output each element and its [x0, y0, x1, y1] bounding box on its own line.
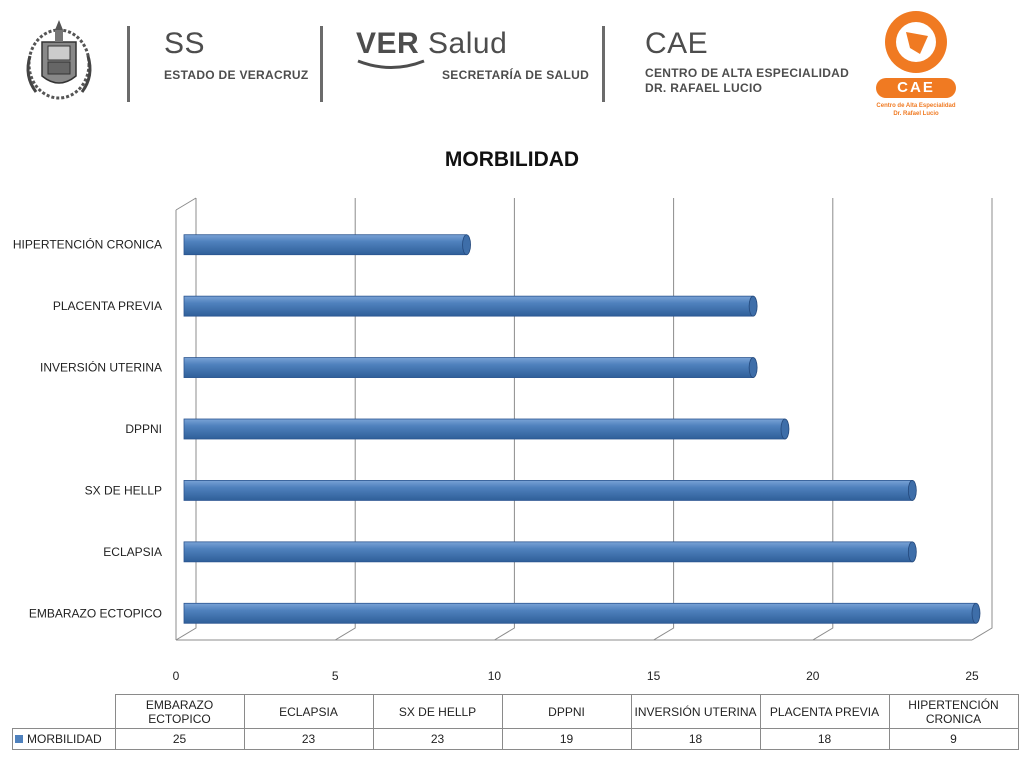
- ver-title: VER: [356, 27, 420, 60]
- bar: [183, 480, 917, 501]
- bar: [183, 418, 790, 440]
- cae-emblem: CAE Centro de Alta Especialidad Dr. Rafa…: [870, 8, 962, 123]
- ver-subtitle: SECRETARÍA DE SALUD: [442, 68, 590, 82]
- table-cell: 19: [501, 728, 632, 750]
- x-tick-label: 10: [488, 669, 502, 683]
- bar-chart: 0 5 10 15 20 25 EMBARAZO ECTOPICO ECLAPSIA SX D…: [13, 197, 993, 683]
- coat-of-arms-seal-icon: [26, 20, 92, 100]
- ver-salud-logo: VER Salud SECRETARÍA DE SALUD: [356, 27, 589, 83]
- category-label: EMBARAZO ECTOPICO: [29, 606, 162, 620]
- category-label: INVERSIÓN UTERINA: [40, 360, 162, 375]
- table-cell: 18: [630, 728, 761, 750]
- category-label: HIPERTENCIÓN CRONICA: [13, 237, 162, 252]
- bar: [183, 357, 758, 378]
- category-label: PLACENTA PREVIA: [53, 299, 162, 313]
- header-divider: [602, 26, 605, 102]
- header-divider: [320, 26, 323, 102]
- cae-subtitle-1: CENTRO DE ALTA ESPECIALIDAD: [645, 66, 850, 80]
- table-header: SX DE HELLP: [372, 694, 503, 729]
- axis-wall: [175, 197, 197, 640]
- category-label: ECLAPSIA: [103, 545, 162, 559]
- table-header: PLACENTA PREVIA: [759, 694, 890, 729]
- smile-swoosh-icon: [357, 59, 425, 69]
- gridline: [334, 198, 356, 641]
- x-tick-label: 25: [965, 669, 979, 683]
- ss-subtitle: ESTADO DE VERACRUZ: [164, 68, 309, 82]
- table-header: DPPNI: [501, 694, 632, 729]
- cae-emblem-icon: [885, 11, 947, 73]
- x-tick-label: 20: [806, 669, 820, 683]
- table-row: MORBILIDAD 25 23 23 19 18 18 9: [12, 728, 1019, 750]
- category-label: DPPNI: [125, 422, 162, 436]
- header: SS ESTADO DE VERACRUZ VER Salud SECRETAR…: [0, 0, 1024, 130]
- table-header: ECLAPSIA: [243, 694, 374, 729]
- bar: [183, 602, 981, 624]
- category-label: SX DE HELLP: [85, 483, 162, 497]
- gridline: [971, 198, 993, 641]
- cae-badge: CAE: [876, 78, 956, 98]
- gridline: [653, 198, 675, 641]
- bar: [183, 234, 471, 256]
- cae-logo-text: CAE CENTRO DE ALTA ESPECIALIDAD DR. RAFA…: [645, 28, 849, 96]
- cae-badge-line1: Centro de Alta Especialidad: [876, 103, 956, 109]
- cae-badge-line2: Dr. Rafael Lucio: [893, 111, 939, 117]
- data-table: EMBARAZO ECTOPICO ECLAPSIA SX DE HELLP D…: [12, 694, 1019, 750]
- ss-logo: SS ESTADO DE VERACRUZ: [164, 28, 309, 83]
- table-header: HIPERTENCIÓN CRONICA: [888, 694, 1019, 729]
- salud-title: Salud: [428, 27, 508, 60]
- header-divider: [127, 26, 130, 102]
- table-cell: 25: [114, 728, 245, 750]
- cae-title: CAE: [645, 27, 709, 60]
- table-header-row: EMBARAZO ECTOPICO ECLAPSIA SX DE HELLP D…: [12, 694, 1019, 729]
- table-row-label: MORBILIDAD: [12, 728, 116, 750]
- table-cell: 9: [888, 728, 1019, 750]
- table-cell: 18: [759, 728, 890, 750]
- legend-key: [15, 735, 23, 743]
- bar: [183, 295, 758, 317]
- gridline: [175, 198, 197, 641]
- bar: [183, 541, 917, 563]
- table-cell: 23: [243, 728, 374, 750]
- x-tick-label: 5: [332, 669, 339, 683]
- table-header: EMBARAZO ECTOPICO: [114, 694, 245, 729]
- row-label-text: MORBILIDAD: [27, 732, 102, 746]
- table-header: INVERSIÓN UTERINA: [630, 694, 761, 729]
- gridline: [494, 198, 515, 641]
- table-corner: [12, 694, 116, 729]
- x-tick-label: 15: [647, 669, 661, 683]
- chart-title: MORBILIDAD: [444, 148, 580, 171]
- cae-subtitle-2: DR. RAFAEL LUCIO: [645, 81, 763, 95]
- ss-title: SS: [164, 27, 206, 60]
- table-cell: 23: [372, 728, 503, 750]
- gridline: [812, 198, 834, 641]
- x-tick-label: 0: [173, 669, 180, 683]
